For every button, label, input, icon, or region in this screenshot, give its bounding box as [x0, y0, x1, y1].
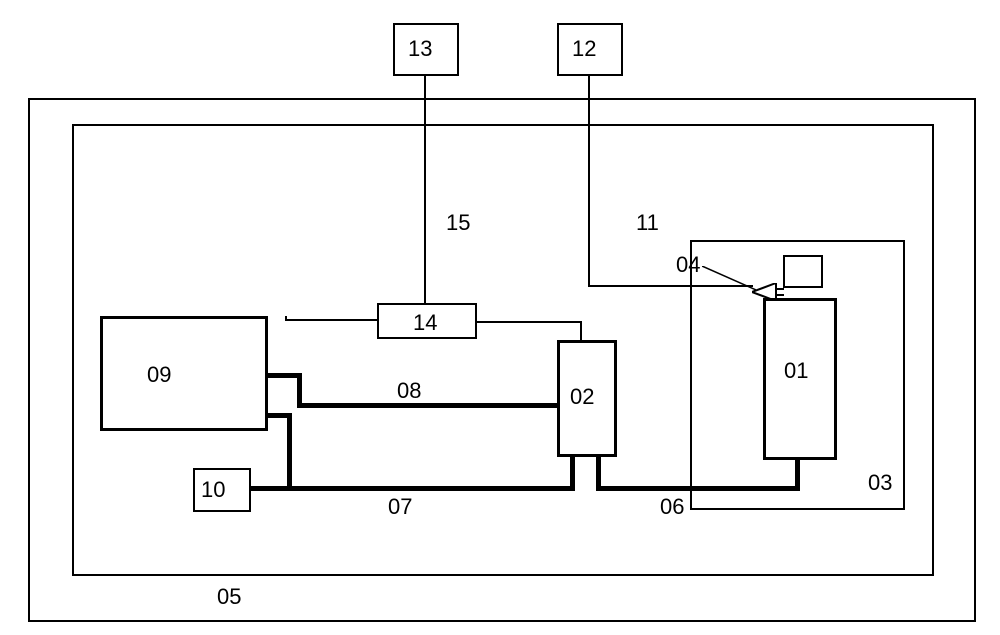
label-08: 08	[397, 378, 421, 404]
line-12-down	[588, 76, 590, 286]
label-07: 07	[388, 494, 412, 520]
label-01: 01	[784, 358, 808, 384]
block-09	[100, 316, 268, 431]
line-09-down-v	[287, 413, 292, 490]
line-14-to-09-h	[285, 319, 377, 321]
line-04-leader	[702, 266, 756, 292]
block-01-top	[783, 255, 823, 288]
label-14: 14	[413, 310, 437, 336]
line-14-to-02-v	[580, 321, 582, 340]
line-02-down-v1	[570, 457, 575, 491]
line-06-h	[596, 486, 799, 491]
label-11: 11	[636, 210, 659, 236]
nozzle-04	[752, 283, 784, 301]
label-03: 03	[868, 470, 892, 496]
label-09: 09	[147, 362, 171, 388]
label-15: 15	[446, 210, 470, 236]
label-06: 06	[660, 494, 684, 520]
line-13-to-14	[424, 76, 426, 303]
line-08-h-left	[268, 373, 302, 378]
label-02: 02	[570, 384, 594, 410]
label-13: 13	[408, 36, 432, 62]
label-12: 12	[572, 36, 596, 62]
label-05: 05	[217, 584, 241, 610]
line-07-h	[251, 486, 574, 491]
line-08-v-left	[297, 373, 302, 408]
line-14-to-09-v	[285, 316, 287, 321]
label-10: 10	[201, 477, 225, 503]
line-14-to-02-h	[477, 321, 582, 323]
line-08-h	[297, 403, 557, 408]
line-01-down-v	[795, 460, 800, 491]
label-04: 04	[676, 252, 700, 278]
